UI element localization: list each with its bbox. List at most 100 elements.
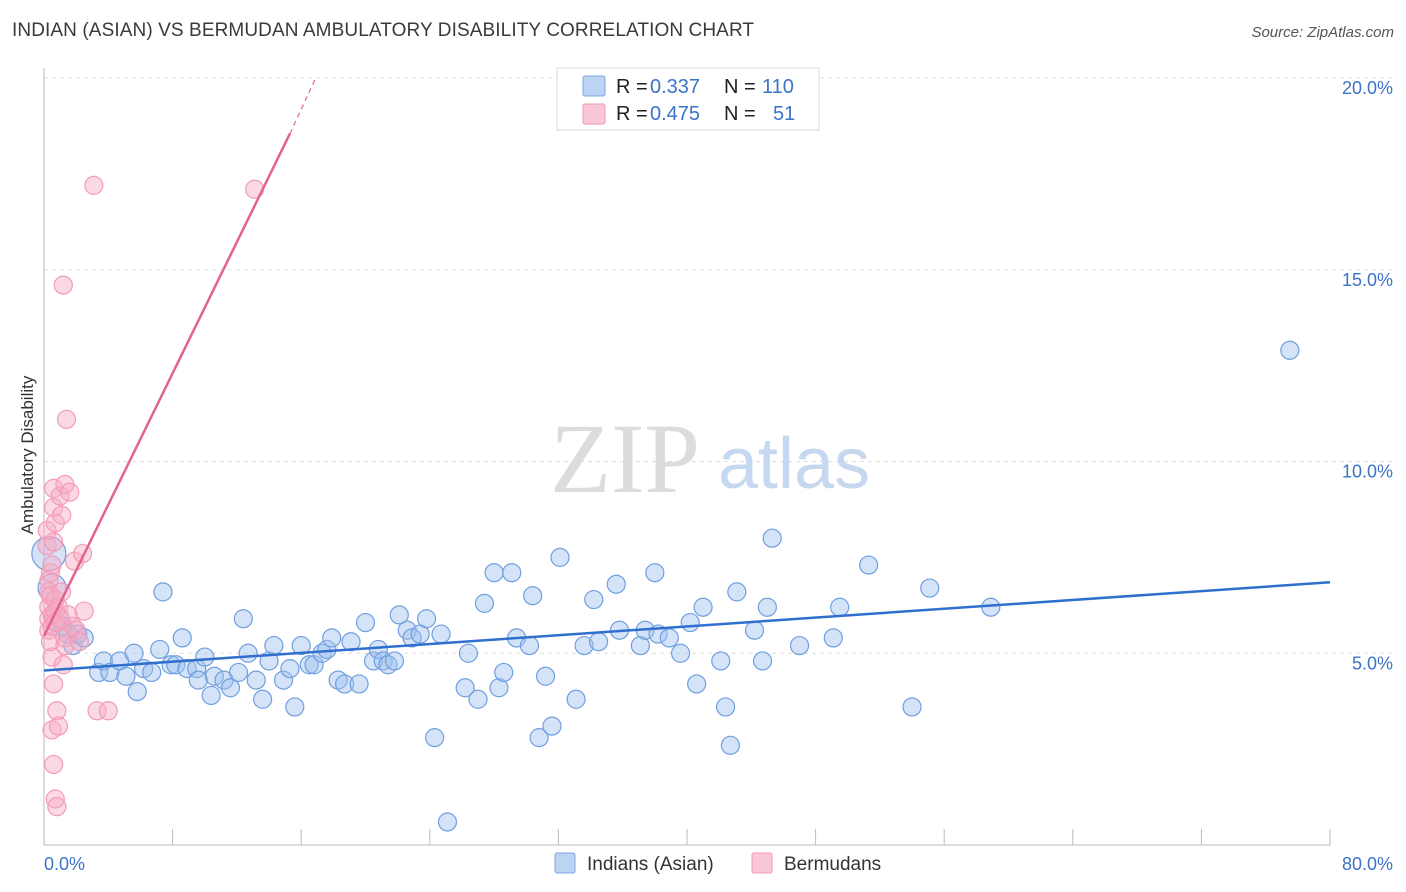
watermark-atlas: atlas bbox=[718, 424, 870, 504]
watermark-zip: ZIP bbox=[550, 403, 700, 514]
bermudan-point bbox=[69, 632, 89, 652]
bottom-legend-swatch-bermudans bbox=[751, 852, 773, 874]
source-credit: Source: ZipAtlas.com bbox=[1251, 24, 1394, 41]
indian-point bbox=[474, 593, 495, 613]
indian-point bbox=[566, 689, 586, 709]
axes bbox=[43, 68, 1331, 846]
indian-point bbox=[687, 674, 707, 694]
bermudan-point bbox=[42, 555, 62, 575]
bermudan-trend-line bbox=[42, 133, 292, 637]
indian-point bbox=[238, 643, 258, 663]
indian-point bbox=[902, 697, 922, 717]
indian-point bbox=[285, 697, 305, 717]
indian-point bbox=[124, 643, 144, 663]
indian-point bbox=[680, 612, 700, 633]
indian-point bbox=[523, 586, 543, 606]
y-tick-labels: 5.0% 10.0% 15.0% 20.0% bbox=[1342, 78, 1393, 673]
chart-title: INDIAN (ASIAN) VS BERMUDAN AMBULATORY DI… bbox=[12, 20, 755, 41]
bottom-legend-swatch-indians bbox=[554, 852, 576, 874]
indian-point bbox=[606, 574, 626, 594]
indian-point bbox=[659, 628, 679, 648]
bermudan-point bbox=[55, 635, 75, 656]
indian-point bbox=[693, 597, 713, 617]
bermudan-point bbox=[98, 701, 118, 721]
indian-point bbox=[519, 635, 540, 656]
gridlines bbox=[44, 77, 1392, 654]
indian-point bbox=[830, 597, 850, 617]
bermudan-point bbox=[84, 175, 104, 195]
indian-point bbox=[335, 674, 355, 694]
indian-point bbox=[529, 728, 549, 748]
bermudan-point bbox=[44, 478, 64, 498]
indian-point bbox=[204, 666, 224, 686]
y-tick-label: 20.0% bbox=[1342, 78, 1393, 98]
bermudan-point bbox=[45, 513, 65, 533]
bermudan-point bbox=[52, 505, 72, 525]
indian-point bbox=[823, 628, 843, 648]
indian-trend-line bbox=[43, 581, 1331, 672]
y-tick-label: 15.0% bbox=[1342, 270, 1393, 290]
indian-point bbox=[720, 735, 741, 755]
bermudan-point bbox=[47, 701, 67, 721]
indian-point bbox=[542, 716, 562, 736]
bermudan-point bbox=[40, 563, 61, 583]
indian-point bbox=[630, 635, 650, 656]
indian-point bbox=[550, 547, 570, 567]
indian-point bbox=[484, 563, 504, 583]
bermudan-point bbox=[40, 632, 61, 652]
stats-legend: R = 0.337 N = 110 R = 0.475 N = 51 bbox=[556, 67, 820, 131]
indian-point bbox=[341, 632, 361, 652]
y-tick-label: 10.0% bbox=[1342, 462, 1393, 482]
indian-point bbox=[304, 655, 324, 675]
indian-point bbox=[150, 639, 170, 660]
indian-point bbox=[468, 689, 488, 709]
watermark: ZIP atlas bbox=[550, 403, 870, 514]
indian-point bbox=[494, 662, 514, 683]
indian-point bbox=[355, 612, 376, 633]
indian-point bbox=[220, 678, 241, 698]
bermudan-point bbox=[44, 674, 64, 694]
bermudan-point bbox=[37, 520, 57, 541]
bermudan-point bbox=[44, 532, 64, 552]
indian-point bbox=[455, 678, 475, 698]
indian-point bbox=[584, 589, 604, 610]
indian-point bbox=[859, 555, 879, 575]
indian-point bbox=[416, 609, 437, 629]
indian-point bbox=[116, 666, 136, 686]
bottom-legend-bermudans: Bermudans bbox=[784, 854, 881, 875]
legend-n-value-1: 110 bbox=[762, 76, 794, 98]
indian-point bbox=[172, 628, 192, 648]
bermudan-point bbox=[42, 647, 62, 667]
indian-point bbox=[273, 670, 294, 690]
indian-point bbox=[489, 678, 509, 698]
indian-point bbox=[920, 578, 940, 598]
indian-point bbox=[349, 674, 369, 694]
legend-r-label-2: R = bbox=[616, 103, 648, 125]
bermudan-point bbox=[47, 797, 67, 817]
x-tick-label: 0.0% bbox=[44, 854, 85, 874]
legend-n-label-2: N = bbox=[724, 103, 756, 125]
legend-swatch-bermudans bbox=[582, 103, 606, 125]
indian-point bbox=[228, 662, 249, 683]
indian-point bbox=[727, 582, 747, 602]
bermudan-point bbox=[44, 497, 64, 518]
bermudan-point bbox=[48, 716, 69, 736]
bermudan-point bbox=[53, 275, 73, 295]
legend-r-value-1: 0.337 bbox=[650, 76, 700, 98]
series-legend: Indians (Asian) Bermudans bbox=[554, 852, 881, 875]
legend-r-value-2: 0.475 bbox=[650, 103, 700, 125]
bermudan-point bbox=[53, 655, 73, 675]
indian-point bbox=[458, 643, 478, 663]
indian-point bbox=[431, 624, 451, 644]
bermudan-point bbox=[39, 570, 59, 590]
indian-point bbox=[762, 528, 782, 548]
bermudan-trend-extension bbox=[289, 77, 317, 134]
indian-point bbox=[280, 658, 300, 679]
indian-point bbox=[389, 605, 409, 625]
bermudan-point bbox=[66, 620, 86, 640]
indian-point bbox=[535, 666, 556, 686]
bermudan-point bbox=[74, 601, 94, 621]
bermudan-point bbox=[87, 701, 107, 721]
indian-point bbox=[670, 643, 691, 663]
indian-point bbox=[425, 728, 445, 748]
